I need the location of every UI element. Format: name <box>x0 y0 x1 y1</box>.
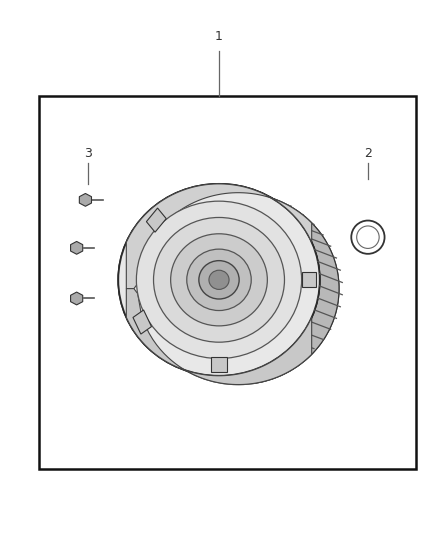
Ellipse shape <box>209 270 229 289</box>
Ellipse shape <box>171 234 267 326</box>
Ellipse shape <box>118 184 320 376</box>
Bar <box>133 310 152 334</box>
Polygon shape <box>234 185 339 383</box>
Polygon shape <box>71 241 83 254</box>
Text: 3: 3 <box>84 147 92 160</box>
Ellipse shape <box>357 226 379 248</box>
Ellipse shape <box>351 221 385 254</box>
Ellipse shape <box>136 201 302 359</box>
Ellipse shape <box>199 261 239 299</box>
Polygon shape <box>71 292 83 305</box>
Text: 1: 1 <box>215 30 223 43</box>
Text: 2: 2 <box>364 147 372 160</box>
Ellipse shape <box>187 249 251 311</box>
Ellipse shape <box>138 192 339 385</box>
Polygon shape <box>126 289 312 384</box>
Bar <box>302 272 316 287</box>
Ellipse shape <box>153 217 285 342</box>
Ellipse shape <box>118 184 320 376</box>
Bar <box>39 96 416 469</box>
Polygon shape <box>79 193 92 206</box>
Bar <box>146 208 166 232</box>
Bar <box>211 357 227 372</box>
Polygon shape <box>126 184 312 289</box>
